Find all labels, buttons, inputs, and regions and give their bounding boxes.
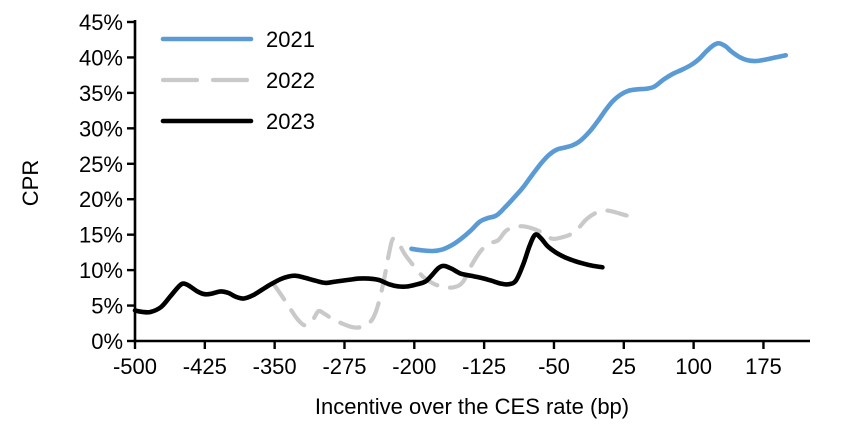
y-tick-label: 20% (79, 187, 123, 212)
x-tick-label: -425 (183, 354, 227, 379)
y-tick-label: 0% (91, 329, 123, 354)
y-tick-label: 10% (79, 258, 123, 283)
y-tick-label: 40% (79, 45, 123, 70)
y-tick-label: 15% (79, 223, 123, 248)
x-tick-label: 175 (745, 354, 782, 379)
y-tick-label: 35% (79, 81, 123, 106)
x-tick-label: -125 (462, 354, 506, 379)
y-axis-ticks: 0% 5% 10% 15% 20% 25% 30% 35% 40% 45% (79, 10, 135, 354)
series-line-2023 (132, 232, 605, 315)
x-tick-label: 100 (675, 354, 712, 379)
legend: 2021 2022 2023 (160, 27, 315, 134)
legend-label-2021: 2021 (266, 27, 315, 52)
x-tick-label: -50 (538, 354, 570, 379)
x-axis-title: Incentive over the CES rate (bp) (315, 394, 629, 419)
axes (133, 20, 810, 343)
chart-series (132, 40, 789, 330)
y-tick-label: 45% (79, 10, 123, 35)
series-line-2022 (270, 208, 629, 330)
x-axis-ticks: -500 -425 -350 -275 -200 -125 -50 25 100 175 (113, 341, 782, 379)
legend-label-2022: 2022 (266, 68, 315, 93)
y-tick-label: 30% (79, 116, 123, 141)
y-tick-label: 25% (79, 152, 123, 177)
x-tick-label: -350 (253, 354, 297, 379)
x-tick-label: 25 (612, 354, 636, 379)
legend-label-2023: 2023 (266, 109, 315, 134)
x-tick-label: -275 (322, 354, 366, 379)
x-tick-label: -200 (392, 354, 436, 379)
y-axis-title: CPR (18, 160, 43, 206)
y-tick-label: 5% (91, 294, 123, 319)
series-line-2021 (409, 40, 789, 254)
x-tick-label: -500 (113, 354, 157, 379)
